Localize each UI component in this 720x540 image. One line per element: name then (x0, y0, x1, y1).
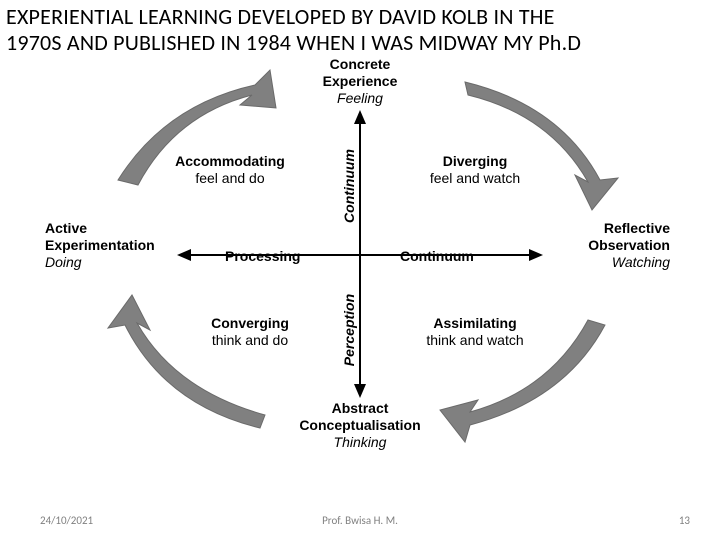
pole-left: ActiveExperimentation Doing (45, 220, 185, 271)
quadrant-tr-desc: feel and watch (400, 170, 550, 187)
pole-right-label: ReflectiveObservation (550, 220, 670, 254)
footer-date: 24/10/2021 (40, 514, 93, 527)
quadrant-assimilating: Assimilating think and watch (400, 315, 550, 349)
vaxis-label-upper: Continuum (341, 141, 357, 231)
haxis-label-left: Processing (225, 248, 300, 264)
vaxis-label-lower: Perception (341, 285, 357, 375)
kolb-cycle-diagram: ConcreteExperience Feeling ReflectiveObs… (70, 60, 670, 480)
quadrant-diverging: Diverging feel and watch (400, 153, 550, 187)
pole-top: ConcreteExperience Feeling (290, 56, 430, 107)
slide-footer: 24/10/2021 Prof. Bwisa H. M. 13 (0, 514, 720, 530)
quadrant-tl-name: Accommodating (155, 153, 305, 170)
pole-top-label: ConcreteExperience (290, 56, 430, 90)
quadrant-br-name: Assimilating (400, 315, 550, 332)
pole-bottom: AbstractConceptualisation Thinking (260, 400, 460, 451)
slide-title: EXPERIENTIAL LEARNING DEVELOPED BY DAVID… (6, 4, 720, 56)
pole-right-sub: Watching (550, 254, 670, 271)
pole-bottom-sub: Thinking (260, 434, 460, 451)
pole-top-sub: Feeling (290, 90, 430, 107)
quadrant-accommodating: Accommodating feel and do (155, 153, 305, 187)
title-line-2: 1970S AND PUBLISHED IN 1984 WHEN I WAS M… (6, 29, 581, 56)
quadrant-tr-name: Diverging (400, 153, 550, 170)
quadrant-bl-name: Converging (175, 315, 325, 332)
haxis-label-right: Continuum (400, 248, 474, 264)
title-line-1: EXPERIENTIAL LEARNING DEVELOPED BY DAVID… (6, 3, 555, 30)
pole-bottom-label: AbstractConceptualisation (260, 400, 460, 434)
quadrant-converging: Converging think and do (175, 315, 325, 349)
footer-page: 13 (679, 514, 690, 527)
footer-author: Prof. Bwisa H. M. (322, 514, 398, 527)
quadrant-br-desc: think and watch (400, 332, 550, 349)
pole-left-sub: Doing (45, 254, 185, 271)
quadrant-tl-desc: feel and do (155, 170, 305, 187)
pole-left-label: ActiveExperimentation (45, 220, 185, 254)
quadrant-bl-desc: think and do (175, 332, 325, 349)
pole-right: ReflectiveObservation Watching (550, 220, 670, 271)
